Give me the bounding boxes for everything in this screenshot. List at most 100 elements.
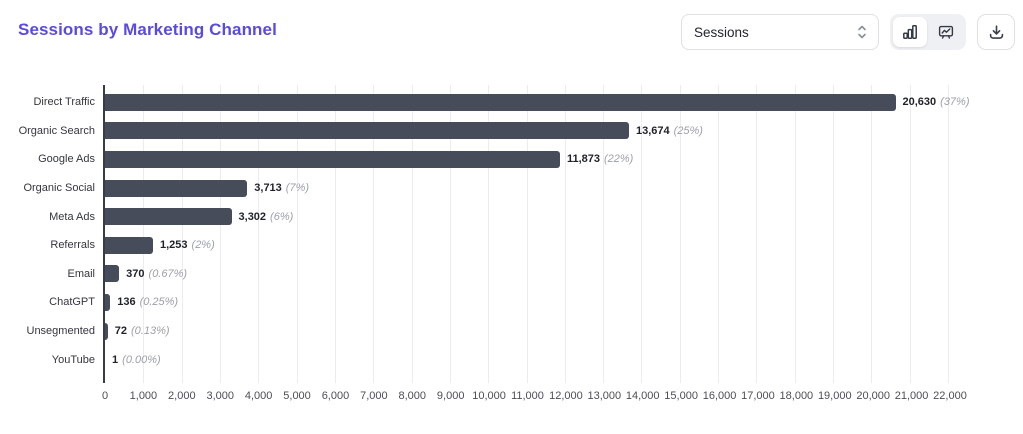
bar-percent-label: (0.00%) [122, 353, 161, 366]
header-controls: Sessions [681, 14, 1015, 50]
x-tick-label: 12,000 [549, 389, 583, 402]
chart-row: 72 (0.13%) [105, 317, 948, 346]
download-button[interactable] [977, 14, 1015, 50]
gridline [449, 85, 451, 383]
chart-header: Sessions by Marketing Channel Sessions [0, 0, 1023, 50]
chart-row: 13,674 (25%) [105, 117, 948, 146]
bar[interactable] [105, 208, 232, 226]
x-tick-label: 18,000 [779, 389, 814, 402]
category-labels: Direct Traffic Organic Search Google Ads Or… [0, 85, 95, 383]
gridline [871, 85, 873, 383]
x-tick-label: 10,000 [472, 389, 506, 402]
x-axis-spacer [0, 390, 105, 406]
bar[interactable] [105, 293, 111, 311]
x-tick-label: 20,000 [856, 389, 890, 402]
bar-value-label: 72 [114, 325, 127, 338]
trend-view-button[interactable] [929, 17, 963, 47]
x-tick-label: 17,000 [741, 389, 775, 402]
gridline [526, 85, 528, 383]
bar-percent-label: (7%) [285, 182, 310, 195]
bar-percent-label: (6%) [270, 210, 294, 223]
bar-value-label: 20,630 [902, 96, 937, 109]
x-tick-label: 5,000 [283, 389, 311, 402]
gridline [143, 85, 145, 383]
bar-percent-label: (0.13%) [131, 325, 170, 338]
bar-value-label: 3,302 [238, 210, 267, 223]
category-label: Organic Search [18, 124, 95, 137]
bar-value-label: 136 [117, 296, 136, 309]
view-toggle [890, 14, 966, 50]
category-label: Unsegmented [26, 325, 96, 338]
bar-percent-label: (0.25%) [139, 296, 179, 309]
x-tick-label: 1,000 [129, 389, 158, 402]
gridline [488, 85, 490, 383]
metric-select-value: Sessions [694, 24, 749, 40]
bar-percent-label: (0.67%) [148, 267, 188, 280]
gridline [909, 85, 911, 383]
x-axis: 0 1,000 2,000 3,000 4,000 5,000 6,000 7,000 8,00… [101, 389, 967, 406]
bar[interactable] [105, 236, 153, 254]
gridline [219, 85, 221, 383]
bar-value-label: 13,674 [635, 124, 670, 137]
x-tick-label: 21,000 [894, 389, 929, 402]
gridline [756, 85, 758, 383]
bar-value-label: 1,253 [160, 239, 188, 252]
x-tick-label: 11,000 [511, 389, 544, 402]
category-label: Organic Social [23, 182, 95, 195]
x-tick-label: 15,000 [664, 389, 698, 402]
gridline [334, 85, 336, 383]
chart-row: 1 (0.00%) [105, 345, 948, 374]
bar-value-label: 370 [126, 267, 145, 280]
bar-value-label: 1 [112, 353, 119, 366]
gridline [564, 85, 566, 383]
x-tick-label: 2,000 [168, 389, 196, 402]
bar-value-label: 11,873 [566, 153, 600, 166]
chart-row: 20,630 (37%) [105, 88, 970, 117]
bar-percent-label: (25%) [673, 124, 703, 137]
bar[interactable] [105, 322, 108, 340]
bar-chart-view-button[interactable] [893, 17, 927, 47]
presentation-trend-icon [938, 24, 954, 40]
gridline [718, 85, 720, 383]
bar-percent-label: (2%) [191, 239, 215, 252]
category-label: Google Ads [38, 153, 95, 166]
gridline [833, 85, 835, 383]
bar-value-label: 3,713 [254, 182, 282, 195]
gridline [258, 85, 260, 383]
chart-row: 3,302 (6%) [105, 202, 948, 231]
chart-row: 3,713 (7%) [105, 174, 948, 203]
x-tick-label: 4,000 [244, 389, 273, 402]
bar-chart-icon [902, 24, 918, 40]
chart-body: Direct Traffic Organic Search Google Ads Or… [0, 85, 1023, 383]
chevron-up-down-icon [856, 24, 868, 40]
bar[interactable] [105, 179, 248, 197]
x-tick-label: 13,000 [587, 389, 622, 402]
bar-percent-label: (37%) [940, 96, 970, 109]
category-label: ChatGPT [49, 296, 95, 309]
gridline [373, 85, 375, 383]
gridline [181, 85, 183, 383]
bar[interactable] [105, 93, 896, 111]
x-axis-row: 0 1,000 2,000 3,000 4,000 5,000 6,000 7,000 8,00… [0, 390, 1023, 406]
chart-row: 1,253 (2%) [105, 231, 948, 260]
bar[interactable] [105, 265, 120, 283]
category-label: Referrals [50, 239, 95, 252]
x-tick-label: 0 [101, 389, 109, 402]
plot-area: 20,630 (37%) 13,674 (25%) 11,873 (22%) 3,713 (7… [103, 85, 970, 383]
bar-percent-label: (22%) [603, 153, 634, 166]
bar[interactable] [105, 150, 560, 168]
gridline [948, 85, 949, 383]
gridline [411, 85, 413, 383]
x-tick-label: 8,000 [398, 389, 427, 402]
category-label: Meta Ads [49, 210, 95, 223]
gridline [679, 85, 681, 383]
bar[interactable] [105, 122, 629, 140]
x-tick-label: 6,000 [321, 389, 350, 402]
chart-title: Sessions by Marketing Channel [18, 20, 277, 39]
bar-chart: Direct Traffic Organic Search Google Ads Or… [0, 85, 1023, 406]
x-tick-label: 9,000 [436, 389, 465, 402]
x-tick-label: 14,000 [625, 389, 660, 402]
download-icon [988, 24, 1005, 41]
metric-select[interactable]: Sessions [681, 14, 879, 50]
